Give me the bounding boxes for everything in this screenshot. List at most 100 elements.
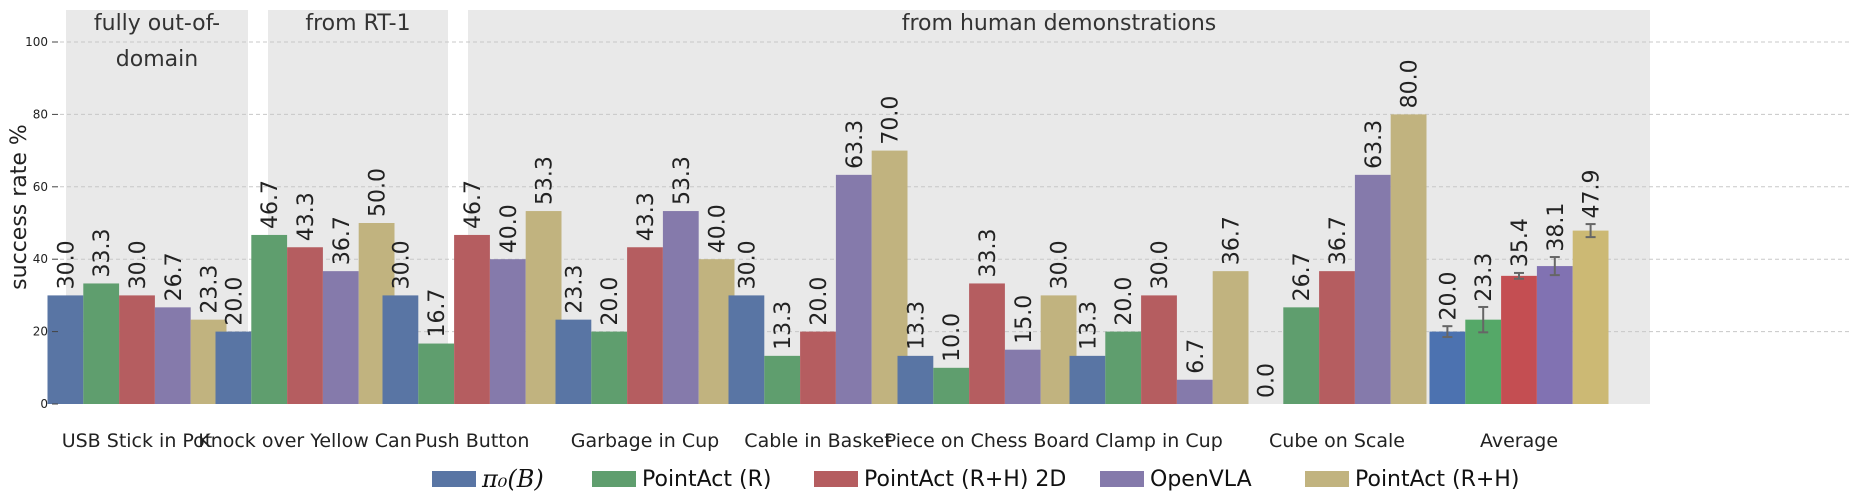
value-label-average-pointact-r-h: 47.9 [1580,169,1605,218]
bar-cube-on-scale-pointact-r [1283,307,1320,404]
group-labels: fully out-of-domain from RT-1 from human d… [94,11,1216,72]
value-label-usb-stick-in-pot-pointact-r-h-2d: 30.0 [126,240,151,289]
bar-average-pointact-r-h [1572,230,1609,404]
legend-label-pointact-r-h: PointAct (R+H) [1355,467,1519,492]
legend-swatch-pointact-r-h [1305,471,1349,487]
y-tick-label-40: 40 [33,252,48,266]
bar-cable-in-basket-pointact-r-h-2d [800,331,836,404]
bar-piece-on-chess-board-openvla [1004,349,1041,404]
value-label-knock-over-yellow-can-openvla: 36.7 [330,216,355,265]
bar-clamp-in-cup-pointact-r-h [1212,271,1249,404]
x-tick-label-average: Average [1480,430,1558,452]
value-label-piece-on-chess-board-pointact-r-h-2d: 33.3 [976,228,1001,277]
bar-piece-on-chess-board-pointact-r-h-2d [969,283,1005,404]
value-label-knock-over-yellow-can-pointact-r-h: 50.0 [366,168,391,217]
bar-push-button-b [382,295,419,404]
y-tick-label-100: 100 [25,35,48,49]
y-tick-label-0: 0 [40,397,48,411]
x-tick-label-knock-over-yellow-can: Knock over Yellow Can [198,430,412,452]
bar-clamp-in-cup-b [1069,355,1106,404]
y-tick-label-20: 20 [33,325,48,339]
bar-usb-stick-in-pot-b [47,295,84,404]
bar-clamp-in-cup-pointact-r [1105,331,1142,404]
value-label-garbage-in-cup-pointact-r-h-2d: 43.3 [634,192,659,241]
value-label-average-openvla: 38.1 [1544,203,1569,252]
bar-garbage-in-cup-openvla [662,211,699,404]
value-label-knock-over-yellow-can-pointact-r: 46.7 [258,180,283,229]
bar-cable-in-basket-openvla [835,174,872,404]
legend-swatch-b [432,471,476,487]
value-label-cable-in-basket-openvla: 63.3 [843,120,868,169]
legend-swatch-openvla [1100,471,1144,487]
value-label-cube-on-scale-b: 0.0 [1254,363,1279,398]
bar-average-b [1429,331,1466,404]
value-label-garbage-in-cup-pointact-r-h: 40.0 [706,204,731,253]
bar-cube-on-scale-openvla [1354,174,1391,404]
value-label-knock-over-yellow-can-b: 20.0 [222,277,247,326]
value-label-garbage-in-cup-b: 23.3 [562,265,587,314]
value-label-cube-on-scale-pointact-r-h-2d: 36.7 [1326,216,1351,265]
bar-usb-stick-in-pot-pointact-r-h-2d [119,295,155,404]
bar-cube-on-scale-pointact-r-h [1390,114,1427,405]
bar-clamp-in-cup-pointact-r-h-2d [1141,295,1177,404]
x-tick-label-piece-on-chess-board: Piece on Chess Board [885,430,1090,452]
bar-usb-stick-in-pot-pointact-r [83,283,120,404]
group-label-1-line-2: domain [116,47,198,72]
group-label-1-line-1: fully out-of- [94,11,220,36]
value-label-push-button-pointact-r-h: 53.3 [533,156,558,205]
value-label-cable-in-basket-pointact-r-h: 70.0 [879,96,904,145]
value-label-clamp-in-cup-pointact-r-h-2d: 30.0 [1148,240,1173,289]
bar-average-openvla [1536,266,1573,404]
value-label-push-button-pointact-r: 16.7 [425,289,450,338]
group-label-3: from human demonstrations [902,11,1216,36]
value-label-cube-on-scale-pointact-r: 26.7 [1290,252,1315,301]
value-label-usb-stick-in-pot-pointact-r: 33.3 [90,228,115,277]
value-label-average-pointact-r: 23.3 [1472,253,1497,302]
bar-knock-over-yellow-can-pointact-r [251,234,288,404]
value-label-average-pointact-r-h-2d: 35.4 [1508,218,1533,267]
value-label-usb-stick-in-pot-openvla: 26.7 [162,252,187,301]
bar-garbage-in-cup-pointact-r [591,331,628,404]
y-axis: 0 20 40 60 80 100 success rate % [7,35,58,411]
value-label-garbage-in-cup-pointact-r: 20.0 [598,277,623,326]
value-label-clamp-in-cup-pointact-r-h: 36.7 [1220,216,1245,265]
value-label-push-button-pointact-r-h-2d: 46.7 [461,180,486,229]
value-label-usb-stick-in-pot-b: 30.0 [54,240,79,289]
bar-push-button-openvla [489,259,526,404]
legend-swatch-pointact-r [592,471,636,487]
value-label-garbage-in-cup-openvla: 53.3 [670,156,695,205]
y-tick-label-80: 80 [33,107,48,121]
y-tick-label-60: 60 [33,180,48,194]
legend: π₀(B) PointAct (R) PointAct (R+H) 2D OpenVL… [432,465,1519,493]
bar-clamp-in-cup-openvla [1176,379,1213,404]
bar-cable-in-basket-b [728,295,765,404]
bar-cube-on-scale-pointact-r-h-2d [1319,271,1355,404]
group-label-2: from RT-1 [305,11,410,36]
y-axis-label: success rate % [7,124,32,290]
bar-push-button-pointact-r [418,343,455,404]
legend-label-openvla: OpenVLA [1150,467,1252,492]
bar-garbage-in-cup-pointact-r-h-2d [627,247,663,404]
error-bars [1442,223,1596,339]
bar-cable-in-basket-pointact-r [764,355,801,404]
legend-label-b: π₀(B) [481,465,544,493]
legend-swatch-pointact-r-h-2d [814,471,858,487]
value-label-cube-on-scale-pointact-r-h: 80.0 [1398,59,1423,108]
value-label-piece-on-chess-board-openvla: 15.0 [1012,295,1037,344]
value-label-clamp-in-cup-b: 13.3 [1076,301,1101,350]
value-label-average-b: 20.0 [1436,272,1461,321]
value-labels: 30.0 33.3 30.0 26.7 23.3 20.0 46.7 43.3 36.7 50.0… [54,59,1604,398]
value-label-clamp-in-cup-openvla: 6.7 [1184,339,1209,374]
bar-garbage-in-cup-b [555,319,592,404]
value-label-push-button-b: 30.0 [389,240,414,289]
bar-knock-over-yellow-can-pointact-r-h-2d [287,247,323,404]
bar-average-pointact-r [1465,319,1502,404]
value-label-cable-in-basket-b: 30.0 [735,240,760,289]
bar-knock-over-yellow-can-openvla [322,271,359,404]
x-tick-label-usb-stick-in-pot: USB Stick in Pot [62,430,213,452]
value-label-piece-on-chess-board-pointact-r-h: 30.0 [1048,240,1073,289]
value-label-cable-in-basket-pointact-r: 13.3 [771,301,796,350]
bar-knock-over-yellow-can-b [215,331,252,404]
x-tick-label-clamp-in-cup: Clamp in Cup [1095,430,1223,452]
x-tick-label-push-button: Push Button [415,430,530,452]
